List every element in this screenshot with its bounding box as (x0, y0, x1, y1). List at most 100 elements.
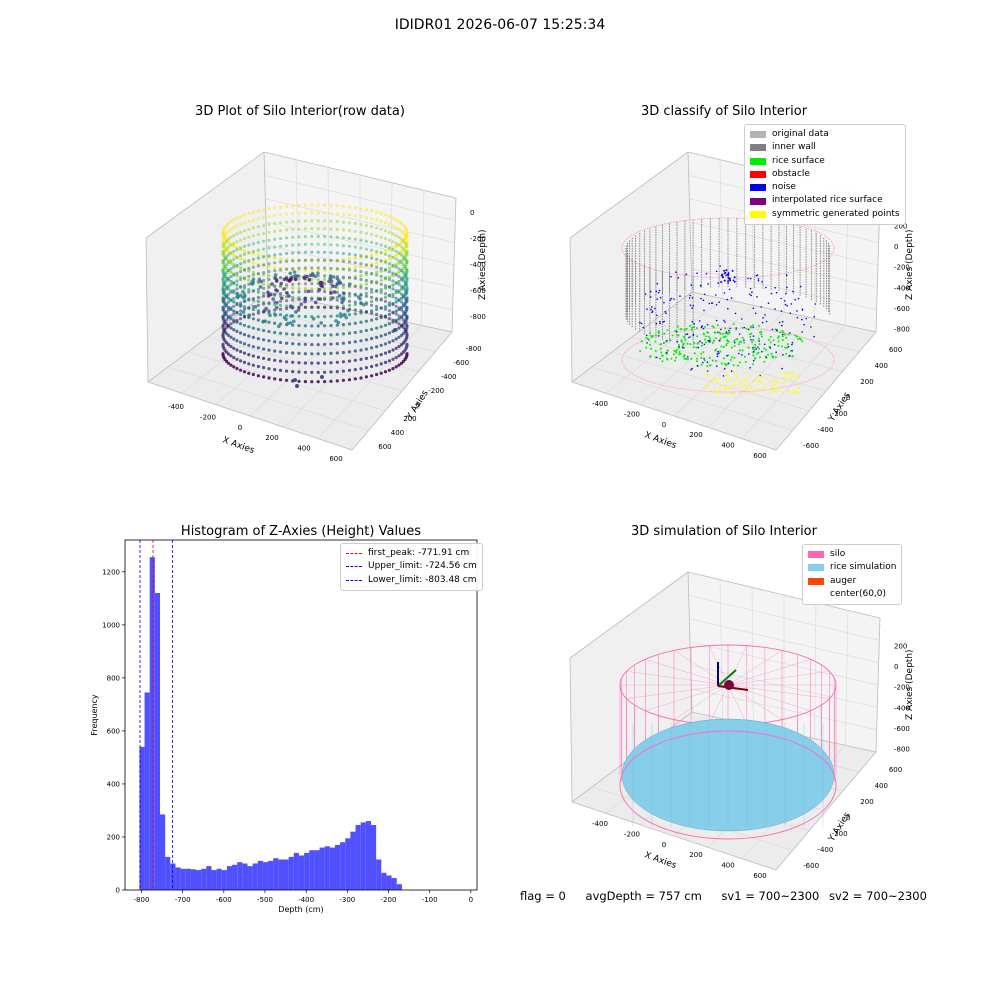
noise-point (726, 331, 728, 333)
noise-point (659, 321, 661, 323)
noise-point (732, 270, 734, 272)
data-point (225, 255, 228, 258)
rice-surface-point (660, 352, 662, 354)
data-point (273, 368, 276, 371)
data-point (375, 305, 378, 308)
noise-point (766, 357, 768, 359)
data-point (286, 322, 290, 326)
panel2-title: 3D classify of Silo Interior (524, 104, 924, 119)
data-point (285, 307, 288, 310)
data-point (225, 286, 228, 289)
data-point (402, 224, 405, 227)
data-point (403, 265, 406, 268)
symmetric-point (746, 380, 748, 382)
data-point (285, 268, 288, 271)
histogram-bar (361, 822, 366, 890)
data-point (304, 287, 307, 290)
data-point (336, 379, 339, 382)
noise-point (692, 305, 694, 307)
rice-surface-point (655, 334, 657, 336)
data-point (223, 233, 226, 236)
data-point (229, 299, 232, 302)
data-point (317, 371, 320, 374)
data-point (297, 251, 300, 254)
data-point (235, 264, 238, 267)
status-footer: flag = 0 avgDepth = 757 cm sv1 = 700~230… (520, 889, 943, 903)
data-point (316, 271, 320, 275)
noise-point (766, 321, 768, 323)
data-point (252, 308, 255, 311)
symmetric-point (751, 392, 753, 394)
noise-point (728, 277, 730, 279)
data-point (328, 277, 332, 281)
panel4-title: 3D simulation of Silo Interior (524, 524, 924, 539)
data-point (336, 236, 339, 239)
data-point (359, 215, 362, 218)
noise-point (654, 308, 656, 310)
symmetric-point (799, 383, 801, 385)
data-point (222, 228, 225, 231)
data-point (336, 251, 339, 254)
data-point (403, 257, 406, 260)
data-point (221, 287, 224, 290)
data-point (222, 272, 225, 275)
data-point (323, 243, 326, 246)
data-point (304, 211, 307, 214)
data-point (227, 230, 230, 233)
noise-point (716, 320, 718, 322)
gridline (228, 322, 419, 371)
gridline (606, 299, 723, 394)
data-point (342, 297, 346, 301)
rice-surface-point (703, 333, 705, 335)
y-tick-label: 600 (107, 727, 120, 735)
symmetric-point (720, 384, 722, 386)
data-point (329, 290, 332, 293)
noise-point (723, 375, 725, 377)
noise-point (720, 281, 722, 283)
data-point (332, 275, 336, 279)
data-point (262, 310, 265, 313)
data-point (384, 261, 387, 264)
noise-point (774, 308, 776, 310)
data-point (271, 297, 275, 301)
noise-point (782, 334, 784, 336)
tick-label: 0 (846, 814, 850, 822)
data-point (395, 313, 398, 316)
noise-point (642, 327, 644, 329)
data-point (359, 262, 362, 265)
data-point (285, 213, 288, 216)
data-point (375, 273, 378, 276)
data-point (310, 324, 313, 327)
data-point (317, 324, 320, 327)
noise-point (815, 303, 817, 305)
rice-surface-point (723, 357, 725, 359)
data-point (391, 264, 394, 267)
data-point (375, 364, 378, 367)
data-point (262, 320, 265, 323)
noise-point (700, 285, 702, 287)
noise-point (733, 280, 735, 282)
noise-point (656, 291, 658, 293)
data-point (227, 343, 230, 346)
gridline (248, 307, 435, 352)
rice-surface-point (735, 339, 737, 341)
data-point (405, 326, 408, 329)
data-point (222, 252, 225, 255)
data-point (304, 343, 307, 346)
tick-label: -200 (832, 830, 848, 838)
data-point (317, 306, 320, 309)
axes-floor (148, 292, 452, 450)
data-point (273, 257, 276, 260)
data-point (329, 315, 332, 318)
data-point (279, 378, 282, 381)
data-point (317, 266, 320, 269)
data-point (400, 343, 403, 346)
data-point (273, 277, 276, 280)
data-point (380, 288, 383, 291)
symmetric-point (705, 387, 707, 389)
data-point (375, 289, 378, 292)
data-point (329, 212, 332, 215)
data-point (225, 267, 228, 270)
data-point (279, 285, 282, 288)
rice-surface-point (765, 349, 767, 351)
